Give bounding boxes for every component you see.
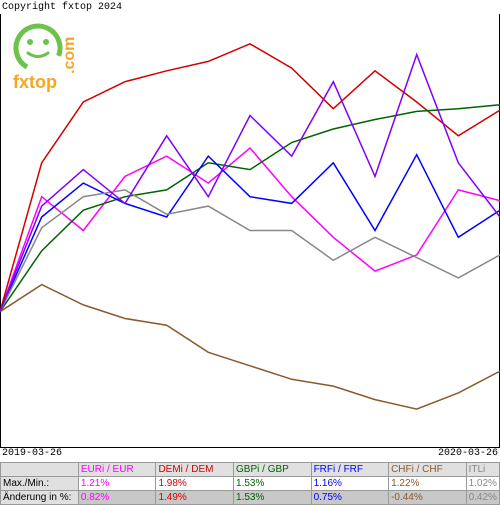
table-cell: 1.98% — [156, 477, 234, 491]
table-cell: FRFi / FRF — [311, 463, 388, 477]
table-cell: GBPi / GBP — [234, 463, 312, 477]
table-cell: 1.21% — [78, 477, 156, 491]
series-FRFi/FRF — [0, 155, 500, 312]
table-cell: 1.22% — [389, 477, 467, 491]
table-cell: -0.44% — [389, 491, 467, 505]
table-cell: ITLi — [466, 463, 499, 477]
table-cell: 1.16% — [311, 477, 388, 491]
table-row-label: Max./Min.: — [1, 477, 79, 491]
table-row-label: Änderung in %: — [1, 491, 79, 505]
table-cell: 0.82% — [78, 491, 156, 505]
series-CHFi/CHF — [0, 285, 500, 410]
series-GBPi/GBP — [0, 105, 500, 312]
line-chart — [0, 0, 500, 448]
table-cell: 0.42% — [466, 491, 499, 505]
x-axis-end-date: 2020-03-26 — [438, 448, 498, 459]
table-cell: 1.49% — [156, 491, 234, 505]
table-cell: 1.53% — [234, 491, 312, 505]
table-cell: EURi / EUR — [78, 463, 156, 477]
table-cell: DEMi / DEM — [156, 463, 234, 477]
data-table: EURi / EURDEMi / DEMGBPi / GBPFRFi / FRF… — [0, 462, 500, 505]
table-cell: 0.75% — [311, 491, 388, 505]
series-extra-purple — [0, 55, 500, 312]
table-cell: 1.53% — [234, 477, 312, 491]
x-axis-start-date: 2019-03-26 — [2, 448, 62, 459]
table-row-label — [1, 463, 79, 477]
table-cell: 1.02% — [466, 477, 499, 491]
table-cell: CHFi / CHF — [389, 463, 467, 477]
series-ITLi/ITL — [0, 190, 500, 312]
